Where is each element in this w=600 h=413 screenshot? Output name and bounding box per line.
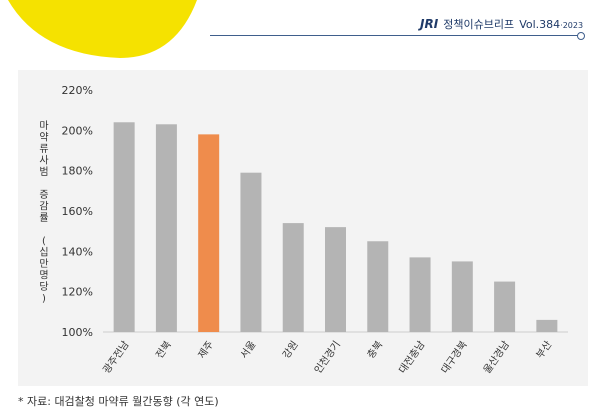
bar-울산경남	[494, 281, 516, 332]
y-axis-label-char: )	[42, 293, 46, 304]
y-axis-label-char: 류	[39, 143, 48, 155]
header-rule	[210, 35, 578, 36]
y-tick-label: 200%	[62, 124, 93, 137]
x-tick-label: 대구경북	[438, 338, 470, 376]
y-axis-label-char: 명	[39, 269, 48, 281]
y-axis-label-char: 약	[39, 131, 48, 143]
bar-대구경북	[451, 261, 473, 332]
y-axis-label-char: 십	[39, 246, 48, 258]
x-tick-label: 광주전남	[101, 339, 132, 376]
x-tick-label: 인천경기	[311, 338, 343, 376]
y-tick-label: 220%	[62, 84, 93, 97]
x-tick-label: 전북	[153, 339, 173, 361]
y-axis-label-char: 당	[39, 281, 48, 293]
series-name: 정책이슈브리프	[443, 18, 515, 31]
bar-서울	[240, 172, 262, 332]
bar-충북	[367, 241, 389, 332]
x-tick-label: 강원	[280, 339, 300, 361]
publication-year: ·2023	[560, 21, 584, 30]
y-axis-label-char: 률	[39, 212, 48, 224]
y-axis-label-char: 감	[39, 200, 48, 212]
bar-제주	[198, 134, 220, 332]
y-tick-label: 100%	[62, 326, 93, 339]
y-tick-label: 160%	[62, 205, 93, 218]
y-tick-label: 120%	[62, 286, 93, 299]
x-tick-label: 서울	[238, 339, 258, 361]
header-rule-dot	[577, 32, 585, 40]
x-tick-label: 울산경남	[480, 338, 512, 376]
bar-광주전남	[113, 122, 135, 332]
jri-logo: JRI	[420, 17, 439, 31]
bar-인천경기	[325, 227, 346, 332]
bar-부산	[536, 319, 558, 332]
y-axis-label-char: 범	[39, 166, 48, 178]
decorative-yellow-arc	[8, 0, 197, 58]
x-tick-label: 제주	[196, 339, 216, 361]
bar-강원	[282, 223, 304, 332]
volume-number: Vol.384	[519, 18, 561, 31]
y-axis-label-char: 만	[39, 258, 48, 270]
y-axis-label-char: 사	[39, 154, 48, 166]
y-axis-label-char: (	[42, 236, 46, 247]
report-header: JRI 정책이슈브리프 Vol.384·2023	[420, 13, 583, 32]
x-tick-label: 부산	[534, 339, 554, 361]
x-tick-label: 대전충남	[397, 339, 428, 376]
bar-전북	[155, 124, 177, 333]
bar-대전충남	[409, 257, 431, 332]
y-axis-label-char: 마	[39, 120, 48, 132]
source-caption: * 자료: 대검찰청 마약류 월간동향 (각 연도)	[18, 395, 219, 408]
y-tick-label: 180%	[62, 165, 93, 178]
y-axis-label-char: 증	[39, 189, 48, 201]
y-tick-label: 140%	[62, 245, 93, 258]
x-tick-label: 충북	[365, 339, 385, 361]
